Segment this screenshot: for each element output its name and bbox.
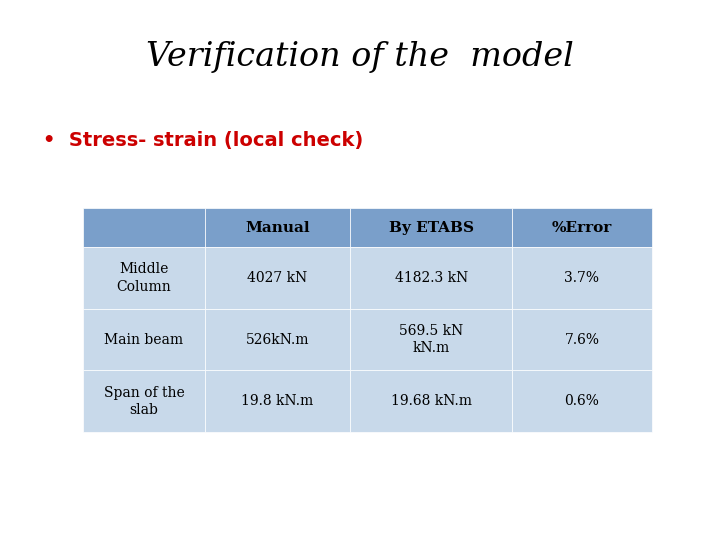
Bar [205,309,350,370]
Bar [350,208,512,247]
Bar [350,370,512,432]
Bar [83,208,205,247]
Text: %Error: %Error [552,220,612,234]
Text: Verification of the  model: Verification of the model [146,40,574,73]
Bar [83,309,205,370]
Text: 3.7%: 3.7% [564,271,600,285]
Text: 569.5 kN
kN.m: 569.5 kN kN.m [399,324,463,355]
Text: 0.6%: 0.6% [564,394,599,408]
Bar [205,247,350,309]
Text: Main beam: Main beam [104,333,184,347]
Text: Span of the
slab: Span of the slab [104,386,184,417]
Text: 19.68 kN.m: 19.68 kN.m [391,394,472,408]
Text: Manual: Manual [246,220,310,234]
Bar [512,247,652,309]
Bar [350,309,512,370]
Bar [205,370,350,432]
Bar [512,208,652,247]
Bar [512,309,652,370]
Text: 526kN.m: 526kN.m [246,333,310,347]
Bar [512,370,652,432]
Text: 7.6%: 7.6% [564,333,600,347]
Bar [83,247,205,309]
Text: 4182.3 kN: 4182.3 kN [395,271,468,285]
Bar [205,208,350,247]
Text: 4027 kN: 4027 kN [248,271,307,285]
Text: •  Stress- strain (local check): • Stress- strain (local check) [43,131,364,150]
Text: By ETABS: By ETABS [389,220,474,234]
Text: Middle
Column: Middle Column [117,262,171,294]
Text: 19.8 kN.m: 19.8 kN.m [241,394,314,408]
Bar [83,370,205,432]
Bar [350,247,512,309]
